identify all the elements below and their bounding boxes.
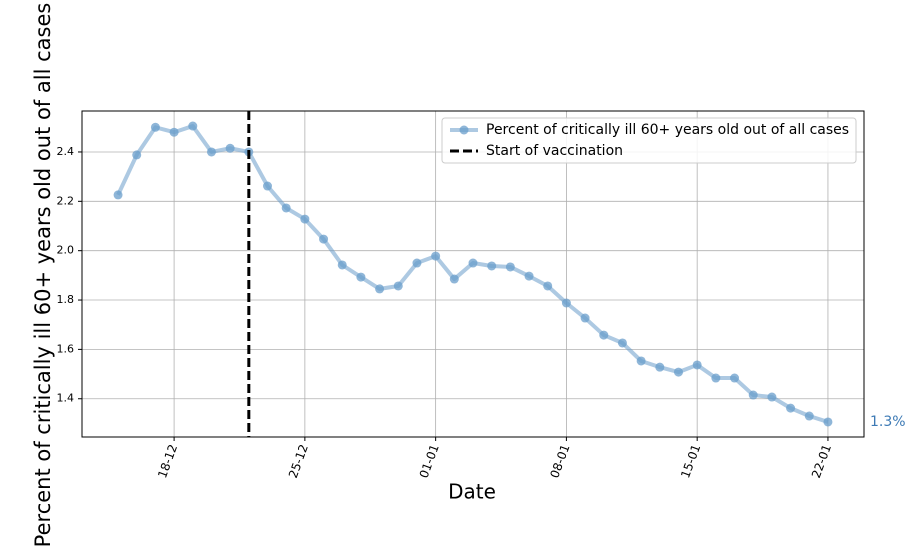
marker: [730, 373, 740, 383]
marker: [263, 181, 273, 191]
marker: [150, 122, 160, 132]
marker: [431, 251, 441, 261]
x-axis-label: Date: [448, 480, 496, 504]
marker: [636, 356, 646, 366]
marker: [300, 214, 310, 224]
marker: [225, 143, 235, 153]
marker: [132, 150, 142, 160]
marker: [711, 373, 721, 383]
y-axis-label: Percent of critically ill 60+ years old …: [31, 3, 55, 548]
marker: [375, 284, 385, 294]
marker: [580, 313, 590, 323]
marker: [655, 362, 665, 372]
marker: [543, 281, 553, 291]
legend-swatch: [459, 125, 469, 135]
marker: [804, 411, 814, 421]
y-tick-label: 2.4: [57, 145, 75, 158]
marker: [561, 298, 571, 308]
marker: [673, 367, 683, 377]
marker: [169, 127, 179, 137]
marker: [767, 392, 777, 402]
marker: [206, 147, 216, 157]
y-tick-label: 1.6: [57, 342, 75, 355]
marker: [692, 360, 702, 370]
end-annotation: 1.3%: [870, 414, 906, 430]
marker: [487, 261, 497, 271]
marker: [823, 417, 833, 427]
marker: [505, 262, 515, 272]
marker: [599, 330, 609, 340]
legend-box: [441, 117, 857, 164]
y-tick-label: 2.0: [57, 244, 75, 257]
x-tick-label: 08-01: [547, 442, 572, 480]
marker: [468, 258, 478, 268]
marker: [319, 234, 329, 244]
marker: [412, 258, 422, 268]
marker: [188, 121, 198, 131]
marker: [786, 403, 796, 413]
x-tick-label: 15-01: [678, 442, 703, 480]
marker: [281, 203, 291, 213]
y-tick-label: 2.2: [57, 194, 75, 207]
marker: [524, 271, 534, 281]
x-tick-label: 25-12: [286, 442, 311, 480]
marker: [393, 281, 403, 291]
marker: [449, 274, 459, 284]
x-tick-label: 01-01: [417, 442, 442, 480]
marker: [748, 390, 758, 400]
y-tick-label: 1.4: [57, 392, 75, 405]
legend-label: Percent of critically ill 60+ years old …: [486, 122, 849, 138]
plot-frame: [81, 110, 865, 438]
y-tick-label: 1.8: [57, 293, 75, 306]
x-tick-label: 18-12: [155, 442, 180, 480]
legend-label: Start of vaccination: [486, 143, 623, 159]
line-series: [116, 124, 829, 424]
marker: [617, 338, 627, 348]
marker: [356, 272, 366, 282]
marker: [113, 190, 123, 200]
x-tick-label: 22-01: [809, 442, 834, 480]
marker: [337, 260, 347, 270]
